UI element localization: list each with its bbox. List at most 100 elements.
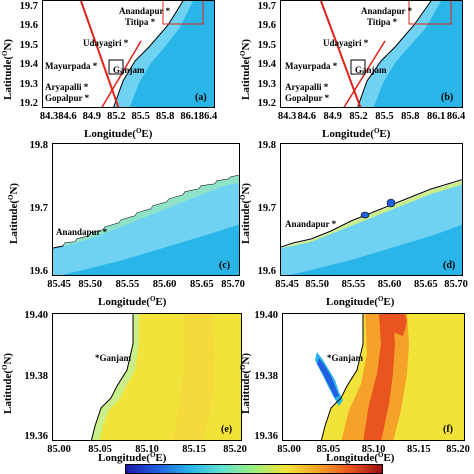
place-label: Anandapur *: [56, 227, 108, 237]
x-axis-title: Longitude(OE): [326, 295, 395, 308]
x-tick-label: 85.55: [341, 279, 366, 290]
panel-a-graphics: [80, 1, 214, 107]
y-tick-label: 19.36: [254, 430, 278, 442]
color-scale-bar: [125, 464, 383, 474]
place-label: Anandapur *: [285, 219, 337, 229]
panel-c-graphics: [53, 174, 239, 275]
place-label: Gopalpur *: [285, 93, 330, 103]
y-tick-label: 19.5: [19, 39, 38, 51]
y-tick-label: 19.2: [19, 97, 38, 109]
map-panel-e: *Ganjam (e): [52, 313, 242, 441]
y-tick-label: 19.3: [257, 78, 276, 90]
panel-label: (d): [443, 260, 456, 271]
x-tick-label: 85.70: [444, 279, 468, 290]
place-label: Ganjam: [113, 65, 145, 75]
y-tick-label: 19.38: [254, 370, 278, 382]
y-axis-title: Latitude(ON): [1, 38, 14, 100]
x-tick-label: 85.50: [305, 279, 329, 290]
coastline: [320, 314, 364, 440]
x-tick-label: 85.70: [221, 279, 245, 290]
panel-d-graphics: [281, 179, 462, 275]
y-tick-label: 19.6: [29, 265, 48, 277]
map-panel-f: *Ganjam (f): [282, 313, 465, 441]
y-tick-label: 19.40: [254, 309, 278, 321]
y-tick-label: 19.38: [24, 370, 48, 382]
place-label: Titipa *: [367, 17, 398, 27]
x-tick-label: 85.20: [223, 444, 247, 455]
x-tick-label: 84.9: [323, 111, 342, 122]
nearshore-green: [91, 314, 139, 440]
zoom-box-anandapur: [408, 1, 452, 25]
y-tick-label: 19.36: [24, 430, 48, 442]
x-axis-title: Longitude(OE): [98, 295, 167, 308]
x-tick-label: 85.60: [152, 279, 177, 290]
y-axis-title: Latitude(ON): [7, 182, 20, 244]
place-label: Aryapalli *: [285, 82, 329, 92]
y-tick-label: 19.8: [29, 139, 48, 151]
inundation-strip: [281, 180, 462, 248]
y-tick-label: 19.7: [19, 0, 38, 12]
zoom-box-ganjam: [350, 59, 366, 75]
y-tick-label: 19.6: [19, 20, 38, 32]
x-tick-label: 84.3: [277, 111, 297, 122]
panel-label: (a): [195, 92, 207, 103]
x-tick-label: 85.8: [401, 111, 420, 122]
y-tick-label: 19.3: [19, 78, 38, 90]
panel-label: (b): [441, 92, 454, 103]
inundation-red-core: [363, 314, 395, 440]
x-tick-label: 85.05: [88, 444, 112, 455]
ocean-area: [91, 314, 241, 440]
x-tick-label: 85.10: [135, 444, 159, 455]
x-tick-label: 86.4: [446, 111, 466, 122]
x-tick-label: 85.15: [182, 444, 206, 455]
x-tick-label: 86.1: [180, 111, 199, 122]
x-tick-label: 84.6: [297, 111, 317, 122]
flood-patch: [360, 211, 370, 219]
x-tick-label: 85.45: [275, 279, 299, 290]
place-label: Titipa *: [125, 17, 156, 27]
x-tick-label: 84.3: [39, 111, 59, 122]
map-panel-b: Anandapur * Titipa * Udayagiri * Mayurpa…: [280, 0, 463, 108]
x-tick-label: 85.8: [155, 111, 175, 122]
x-tick-label: 85.00: [47, 444, 71, 455]
y-tick-label: 19.4: [257, 58, 276, 70]
coastline: [113, 1, 184, 107]
contour-band: [173, 314, 215, 440]
y-axis-title: Latitude(ON): [239, 182, 252, 244]
x-axis-title: Longitude(OE): [84, 127, 153, 140]
storm-track-line-secondary: [101, 40, 142, 107]
ocean-mid-band: [53, 182, 239, 275]
x-tick-label: 85.45: [47, 279, 71, 290]
coastline: [357, 1, 432, 107]
x-tick-label: 86.4: [198, 111, 218, 122]
x-tick-label: 85.5: [131, 111, 150, 122]
x-tick-label: 85.65: [413, 279, 438, 290]
y-tick-label: 19.7: [257, 202, 276, 214]
inundation-red-patch: [389, 314, 407, 336]
x-axis-title: Longitude(OE): [98, 451, 167, 464]
y-tick-label: 19.40: [24, 309, 48, 321]
place-label: Mayurpada *: [285, 61, 338, 71]
panel-label: (f): [443, 424, 453, 435]
x-tick-label: 86.1: [426, 111, 446, 122]
coastal-strip: [53, 175, 239, 248]
zoom-box-ganjam: [108, 59, 124, 75]
panel-label: (c): [219, 260, 231, 271]
place-label: Aryapalli *: [45, 82, 89, 92]
place-label: Udayagiri *: [323, 38, 369, 48]
storm-track-line-secondary: [343, 40, 386, 107]
panel-f-graphics: [315, 314, 464, 440]
flood-patch: [386, 198, 396, 208]
map-panel-a: Anandapur * Titipa * Udayagiri * Mayurpa…: [42, 0, 215, 108]
panel-e-graphics: [90, 314, 241, 440]
x-tick-label: 85.60: [377, 279, 402, 290]
x-tick-label: 85.2: [349, 111, 368, 122]
x-axis-title: Longitude(OE): [322, 127, 391, 140]
coastline: [281, 179, 462, 248]
map-panel-d: Anandapur * (d): [280, 143, 463, 276]
y-axis-title: Latitude(ON): [239, 38, 252, 100]
panel-b-graphics: [320, 1, 462, 107]
x-tick-label: 84.6: [58, 111, 77, 122]
y-tick-label: 19.7: [29, 202, 48, 214]
